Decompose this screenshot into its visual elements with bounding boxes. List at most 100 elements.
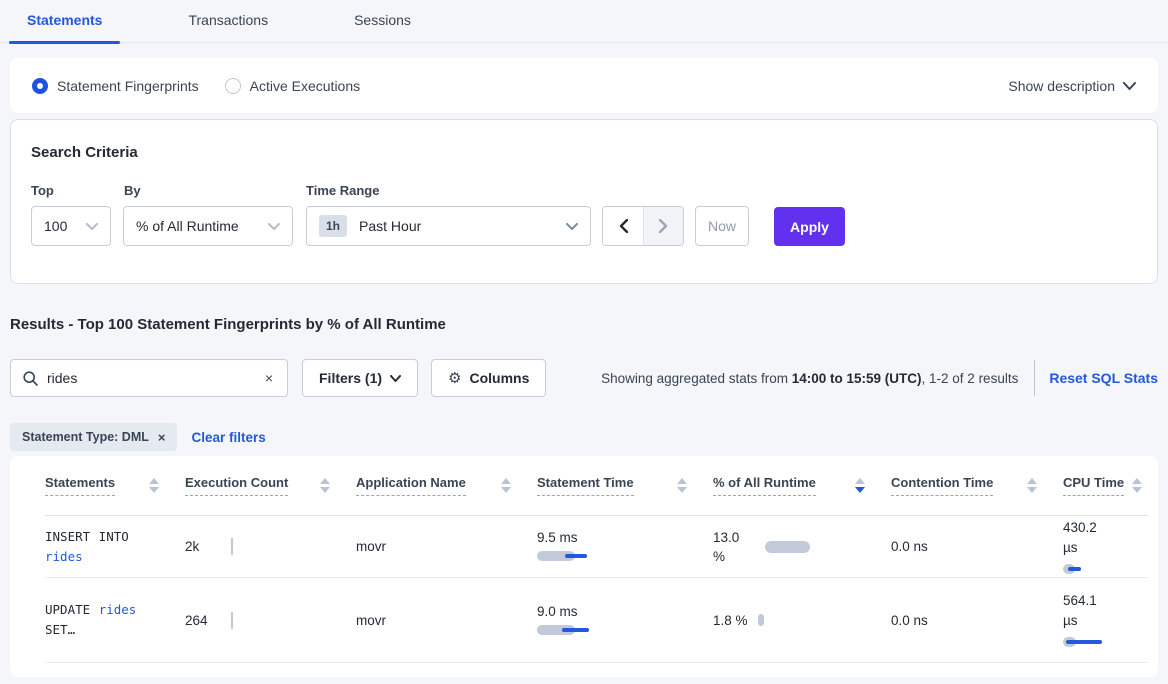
sort-icon-active[interactable] [855,478,865,493]
radio-selected-icon [32,77,48,94]
col-header-statements: Statements [45,475,185,496]
count-bar [231,538,234,555]
prev-time-button[interactable] [603,207,643,245]
chevron-left-icon [619,219,628,233]
cpu-time-bar [1063,563,1148,576]
top-select[interactable]: 100 [31,206,111,246]
view-toggle-row: Statement Fingerprints Active Executions… [10,58,1158,113]
statement-link[interactable]: rides [98,602,137,617]
sort-icon[interactable] [1132,478,1142,493]
show-description-toggle[interactable]: Show description [1008,78,1136,94]
statement-cell: INSERT INTO rides [45,528,129,564]
col-header-execution-count: Execution Count [185,475,356,496]
divider [1034,360,1036,396]
chevron-down-icon [566,222,578,230]
sort-icon[interactable] [320,478,330,493]
top-value: 100 [44,218,68,234]
top-field: Top 100 [31,183,111,246]
search-criteria-card: Search Criteria Top 100 By % of All Runt… [10,119,1158,284]
statement-time-cell: 9.5 ms [537,530,713,563]
pct-runtime-bar [765,540,810,553]
table-header-row: Statements Execution Count Application N… [45,456,1148,516]
filters-label: Filters (1) [319,370,383,386]
pct-runtime-cell: 13.0 % [713,528,891,566]
contention-time-cell: 0.0 ns [891,612,928,628]
pct-runtime-bar [757,614,764,626]
sort-icon[interactable] [149,478,159,493]
by-field: By % of All Runtime [123,183,293,246]
by-select[interactable]: % of All Runtime [123,206,293,246]
radio-label: Active Executions [249,77,361,94]
statement-cell: UPDATE rides SET… [45,602,137,637]
by-value: % of All Runtime [136,218,239,234]
chip-label: Statement Type: DML [22,430,149,444]
application-name-cell: movr [356,539,386,554]
by-label: By [124,183,141,198]
sort-icon[interactable] [1027,478,1037,493]
pct-runtime-cell: 1.8 % [713,611,891,630]
execution-count-cell: 2k [185,538,356,555]
statement-time-bar [537,624,713,637]
statement-time-bar [537,551,713,563]
apply-button[interactable]: Apply [774,207,845,246]
filter-chip-row: Statement Type: DML × Clear filters [10,423,1158,451]
sql-activity-tabs: Statements Transactions Sessions [0,0,1168,44]
columns-label: Columns [469,370,530,386]
filter-chip-statement-type[interactable]: Statement Type: DML × [10,423,178,451]
statement-search-box: × [10,359,288,397]
tab-sessions[interactable]: Sessions [354,12,411,28]
sort-icon[interactable] [677,478,687,493]
cpu-time-bar [1063,637,1148,649]
next-time-button[interactable] [643,207,683,245]
search-input[interactable] [47,370,263,386]
time-range-field: Time Range 1h Past Hour [306,183,591,246]
cpu-time-cell: 430.2 µs [1063,518,1148,576]
results-toolbar: × Filters (1) ⚙ Columns Showing aggregat… [10,359,1158,397]
execution-count-cell: 264 [185,611,356,629]
statement-time-cell: 9.0 ms [537,604,713,637]
show-description-label: Show description [1008,77,1115,94]
now-button[interactable]: Now [695,206,749,246]
search-icon [23,370,38,386]
col-header-cpu-time: CPU Time [1063,475,1148,496]
statement-link[interactable]: rides [45,548,83,564]
col-header-contention-time: Contention Time [891,475,1063,496]
chevron-down-icon [1123,81,1136,90]
count-bar [230,611,233,629]
showing-stats-text: Showing aggregated stats from 14:00 to 1… [601,370,1019,386]
table-row[interactable]: INSERT INTO rides 2k movr 9.5 ms 13.0 % … [45,516,1148,578]
application-name-cell: movr [356,612,386,628]
contention-time-cell: 0.0 ns [891,539,928,554]
col-header-pct-runtime: % of All Runtime [713,475,891,496]
time-range-value: Past Hour [359,218,422,234]
chevron-down-icon [390,374,402,382]
radio-unselected-icon [224,77,241,94]
search-criteria-title: Search Criteria [31,144,138,161]
radio-label: Statement Fingerprints [57,77,199,94]
reset-sql-stats-link[interactable]: Reset SQL Stats [1049,370,1158,386]
results-heading: Results - Top 100 Statement Fingerprints… [10,316,446,333]
chevron-down-icon [268,222,280,230]
tab-transactions[interactable]: Transactions [188,12,269,28]
time-range-label: Time Range [306,183,380,198]
top-label: Top [31,183,54,198]
clear-search-icon[interactable]: × [264,370,273,386]
time-nav-group [602,206,684,246]
col-header-application-name: Application Name [356,475,537,496]
sort-icon[interactable] [501,478,511,493]
radio-statement-fingerprints[interactable]: Statement Fingerprints [32,77,199,94]
table-row[interactable]: UPDATE rides SET… 264 movr 9.0 ms 1.8 % … [45,578,1148,663]
chevron-right-icon [659,219,668,233]
radio-active-executions[interactable]: Active Executions [224,77,361,94]
filters-button[interactable]: Filters (1) [302,359,419,397]
chevron-down-icon [86,222,98,230]
tab-statements[interactable]: Statements [9,2,121,44]
col-header-statement-time: Statement Time [537,475,713,496]
time-range-badge: 1h [319,215,348,237]
columns-button[interactable]: ⚙ Columns [431,359,547,397]
chip-close-icon[interactable]: × [157,429,166,445]
clear-filters-link[interactable]: Clear filters [191,429,266,445]
statements-table: Statements Execution Count Application N… [10,456,1158,677]
gear-icon: ⚙ [448,370,462,387]
time-range-select[interactable]: 1h Past Hour [306,206,591,246]
